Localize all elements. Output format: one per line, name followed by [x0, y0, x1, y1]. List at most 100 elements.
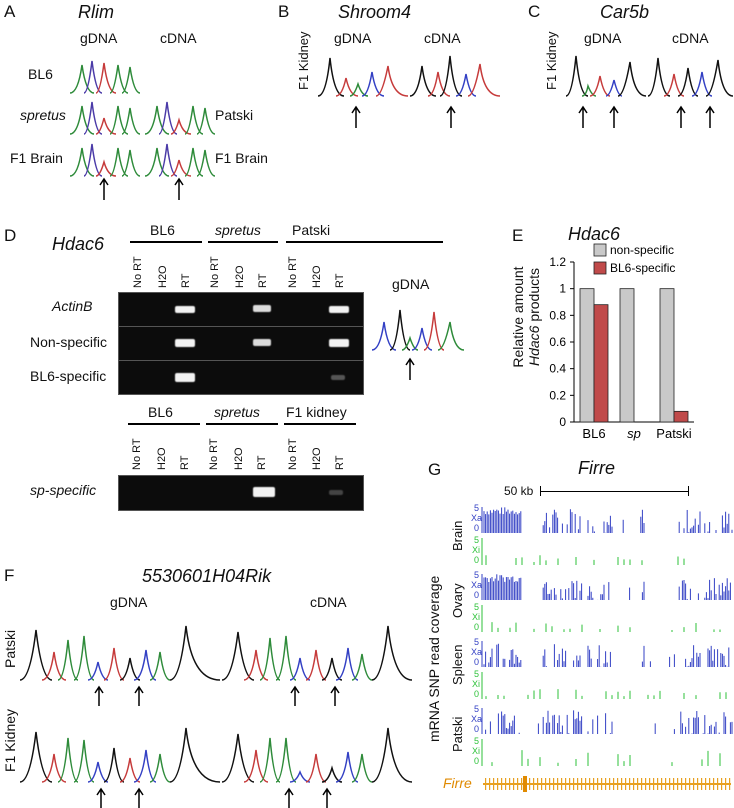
g-tick-5-xi: 5 — [474, 535, 480, 545]
e-ytick-label: 0.6 — [549, 335, 566, 349]
e-bar-bl6specific — [593, 304, 609, 423]
e-legend-bl6specific: BL6-specific — [610, 261, 675, 275]
c-cdna-label: cDNA — [672, 30, 709, 46]
d-lane-patski-rt: RT — [334, 273, 346, 288]
g-tick-0: 0 — [474, 657, 480, 667]
g-exon — [581, 778, 583, 790]
g-coverage-plot — [481, 574, 731, 632]
g-exon — [485, 778, 487, 790]
d-gdna-chromatogram — [371, 309, 465, 351]
g-track-spleen: Spleen 5 Xa 0 5 Xi 0 — [440, 637, 734, 706]
a-patski-label: Patski — [215, 107, 254, 123]
g-tick-0: 0 — [474, 523, 480, 533]
g-track-patski: Patski 5 Xa 0 5 Xi 0 — [440, 704, 734, 773]
g-exon — [573, 778, 575, 790]
g-exon — [617, 778, 619, 790]
d-lane-patski-nort: No RT — [287, 256, 299, 288]
a-chromatogram-patski-cdna — [144, 101, 216, 135]
g-exon — [633, 778, 635, 790]
g-exon — [685, 778, 687, 790]
a-spretus-label: spretus — [20, 107, 66, 123]
f-chromatogram-patski-gdna — [19, 625, 221, 681]
a-chromatogram-spretus — [69, 101, 141, 135]
d-gel-spspecific — [118, 475, 364, 511]
g-xi-label: Xi — [472, 746, 481, 756]
g-xa-label: Xa — [471, 647, 483, 657]
g-tick-0: 0 — [474, 724, 480, 734]
g-exon — [521, 778, 523, 790]
d-lane-patski-h2o: H2O — [311, 265, 323, 288]
g-exon — [557, 778, 559, 790]
e-ytick-label: 0.4 — [549, 362, 566, 376]
g-gene-row: Firre — [440, 772, 734, 796]
e-legend-nonspecific: non-specific — [610, 243, 674, 257]
d-lane-bl6-rt: RT — [180, 273, 192, 288]
d-row-spspecific: sp-specific — [30, 482, 96, 498]
d-group-patski-line — [286, 241, 443, 243]
d-bottom-lane-bl6-nort: No RT — [131, 438, 143, 470]
d-group-spretus-line — [208, 241, 278, 243]
g-tick-5-xi: 5 — [474, 669, 480, 679]
g-coverage-plot — [481, 507, 733, 565]
e-category-label: BL6 — [582, 426, 605, 441]
g-exon — [609, 778, 611, 790]
d-row-nonspecific: Non-specific — [30, 334, 108, 350]
g-tick-0-xi: 0 — [474, 555, 480, 565]
g-tick-5-xi: 5 — [474, 736, 480, 746]
f-arrow-patski-gdna-1 — [94, 685, 104, 706]
g-scale-bar — [540, 491, 688, 492]
g-exon — [585, 778, 587, 790]
g-track-brain: Brain 5 Xa 0 5 Xi 0 — [440, 503, 734, 572]
f-arrow-patski-gdna-2 — [134, 685, 144, 706]
e-ylabel: Relative amount Hdac6 products — [510, 242, 542, 392]
g-exon — [605, 778, 607, 790]
d-bottom-lane-bl6-rt: RT — [179, 455, 191, 470]
d-lane-sp-rt: RT — [257, 273, 269, 288]
g-exon — [569, 778, 571, 790]
g-exon — [589, 778, 591, 790]
d-bottom-lane-f1-rt: RT — [334, 455, 346, 470]
g-coverage-plot — [481, 708, 733, 766]
g-tick-0-xi: 0 — [474, 622, 480, 632]
f-arrow-f1-gdna-2 — [134, 787, 144, 808]
g-exon — [513, 778, 515, 790]
g-exon — [501, 778, 503, 790]
g-exon — [541, 778, 543, 790]
g-exon — [489, 778, 491, 790]
g-exon — [693, 778, 695, 790]
g-exon — [665, 778, 667, 790]
f-chromatogram-f1-gdna — [19, 727, 221, 783]
g-title: Firre — [578, 458, 615, 478]
a-chromatogram-f1brain-cdna — [144, 143, 216, 177]
g-gene-model — [483, 776, 731, 792]
car5b-gene-title: Car5b — [600, 2, 650, 22]
a-chromatogram-f1brain-gdna — [69, 143, 141, 177]
d-bottom-lane-sp-nort: No RT — [208, 438, 220, 470]
d-bottom-group-spretus: spretus — [214, 404, 260, 420]
e-ytick-label: 0.2 — [549, 388, 566, 402]
g-exon — [637, 778, 639, 790]
e-ytick-label: 1 — [559, 282, 566, 296]
g-exon — [701, 778, 703, 790]
a-gdna-label: gDNA — [80, 30, 118, 46]
b-cdna-label: cDNA — [424, 30, 461, 46]
d-gdna-arrow — [405, 357, 415, 380]
c-chromatogram-gdna — [565, 55, 647, 97]
d-lane-bl6-nort: No RT — [132, 256, 144, 288]
g-exon — [657, 778, 659, 790]
e-bar-chart: 0 0.2 0.4 0.6 0.8 1 1.2 BL6 sp Patski non-specific… — [549, 243, 694, 441]
d-row-actinb: ActinB — [52, 298, 93, 314]
g-scale-label: 50 kb — [504, 484, 534, 498]
d-group-patski: Patski — [292, 222, 331, 238]
c-arrow-cdna-2 — [705, 105, 715, 128]
g-exon — [661, 778, 663, 790]
g-tick-5: 5 — [474, 704, 480, 714]
g-track-name: Ovary — [450, 583, 465, 618]
e-chart-title: Hdac6 — [568, 224, 621, 244]
b-gdna-label: gDNA — [334, 30, 372, 46]
b-f1kidney-label: F1 Kidney — [296, 31, 311, 90]
c-arrow-gdna-2 — [609, 105, 619, 128]
g-tracks: Brain 5 Xa 0 5 Xi 0 Ovary 5 Xa 0 5 Xi 0 Spleen 5 Xa 0 5 Xi 0… — [440, 503, 734, 775]
f-arrow-f1-cdna-1 — [284, 787, 294, 808]
a-arrow-gdna — [99, 177, 109, 200]
